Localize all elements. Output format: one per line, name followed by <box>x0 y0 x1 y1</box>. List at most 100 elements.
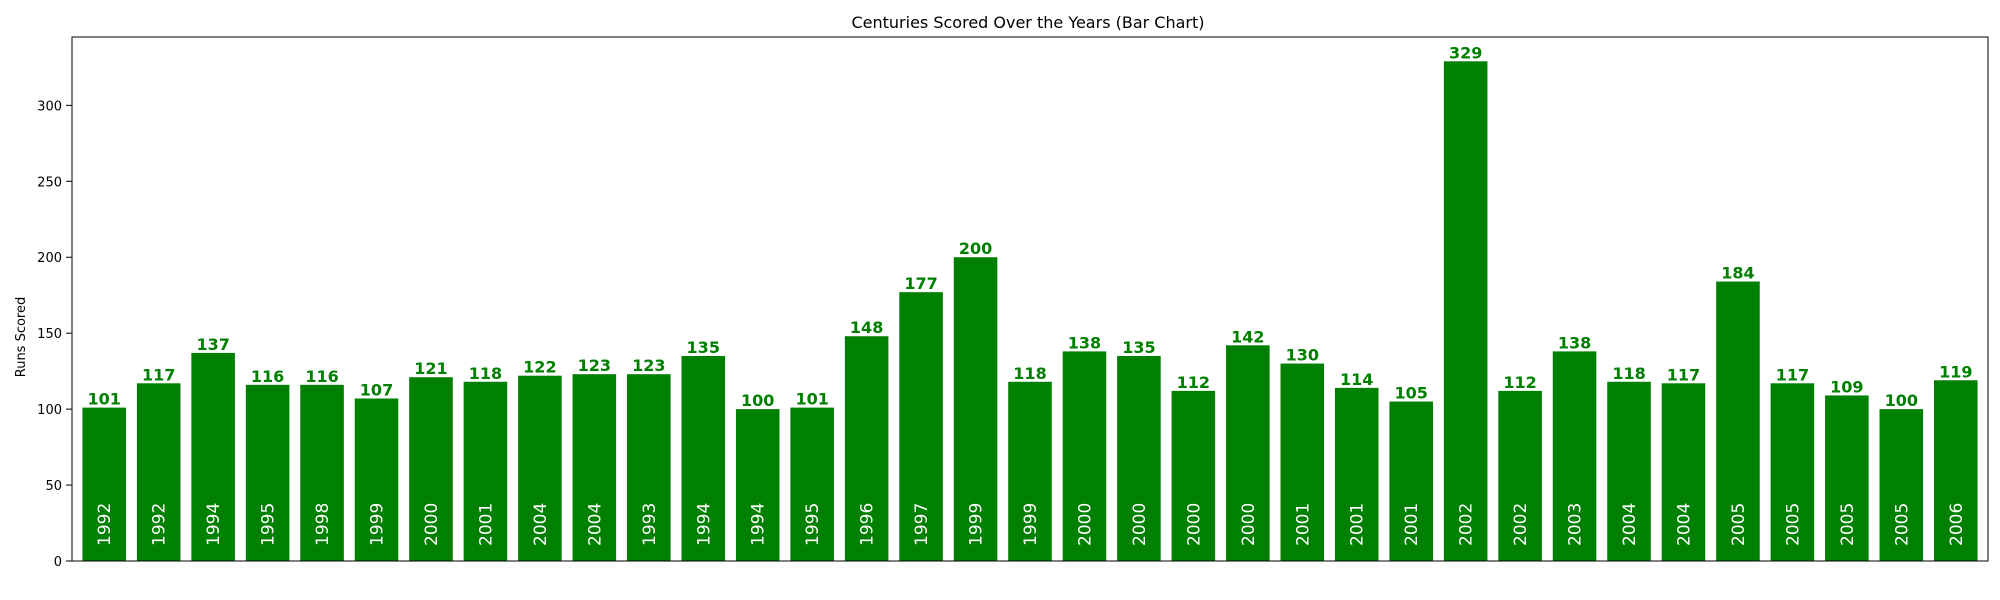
bar-value-label: 148 <box>850 318 883 337</box>
bar-value-label: 101 <box>88 390 121 409</box>
bar-category-label: 1995 <box>259 503 279 546</box>
bar-value-label: 142 <box>1231 327 1264 346</box>
bar-value-label: 200 <box>959 239 992 258</box>
bar-category-label: 2000 <box>1239 503 1259 546</box>
bar-category-label: 1996 <box>858 503 878 546</box>
bar <box>1389 401 1433 561</box>
bar-category-label: 1993 <box>640 503 660 546</box>
bar-value-label: 329 <box>1449 43 1482 62</box>
value-labels-group: 101 117 137 116 116 107 121 118 122 123 123 135 100 1… <box>88 43 1973 410</box>
bar-value-label: 118 <box>469 364 502 383</box>
bar <box>136 383 181 561</box>
bar-category-label: 2000 <box>1075 503 1095 546</box>
bar-value-label: 137 <box>196 335 229 354</box>
bar-value-label: 130 <box>1286 346 1319 365</box>
bar-category-label: 1994 <box>694 503 714 546</box>
bar-value-label: 100 <box>1885 391 1918 410</box>
bar-category-label: 2004 <box>1620 503 1640 546</box>
bar <box>681 355 726 561</box>
y-tick-label: 150 <box>37 327 62 342</box>
bar-value-label: 118 <box>1013 364 1046 383</box>
bar-value-label: 100 <box>741 391 774 410</box>
bar-value-label: 105 <box>1394 384 1427 403</box>
plot-frame <box>71 36 1989 562</box>
bar <box>844 336 889 561</box>
bar-value-label: 135 <box>1122 338 1155 357</box>
bar-category-label: 2000 <box>422 503 442 546</box>
bar-value-label: 123 <box>578 356 611 375</box>
bar <box>1661 383 1706 561</box>
bar-category-label: 2000 <box>1184 503 1204 546</box>
bar-category-label: 2003 <box>1566 503 1586 546</box>
bar <box>1008 381 1052 561</box>
bar <box>1171 390 1216 561</box>
bar-category-label: 1995 <box>803 503 823 546</box>
bar-category-label: 2001 <box>476 503 496 546</box>
bar-category-label: 2004 <box>1674 503 1694 546</box>
bar-category-label: 1999 <box>1021 503 1041 546</box>
bar-category-label: 2004 <box>531 503 551 546</box>
bar <box>245 384 290 561</box>
category-labels-group: 1992 1992 1994 1995 1998 1999 2000 2001 2004 2004… <box>95 503 1967 546</box>
bar-value-label: 135 <box>687 338 720 357</box>
bar-category-label: 1992 <box>150 503 170 546</box>
bar-category-label: 1998 <box>313 503 333 546</box>
bar <box>1062 351 1107 561</box>
bar-category-label: 2000 <box>1130 503 1150 546</box>
bar-value-label: 101 <box>795 390 828 409</box>
bar <box>518 375 562 561</box>
bar-category-label: 2006 <box>1947 503 1967 546</box>
bar <box>735 409 780 561</box>
bar-value-label: 118 <box>1612 364 1645 383</box>
bar-value-label: 112 <box>1177 373 1210 392</box>
bar <box>1770 383 1815 561</box>
bar <box>191 352 235 561</box>
bar-value-label: 122 <box>523 358 556 377</box>
bar <box>1443 61 1488 561</box>
bar <box>354 398 399 561</box>
bar-category-label: 2001 <box>1402 503 1422 546</box>
bar-category-label: 2005 <box>1892 503 1912 546</box>
bar-value-label: 138 <box>1558 333 1591 352</box>
y-tick-label: 100 <box>37 403 62 418</box>
bar <box>409 377 453 561</box>
bar <box>790 407 834 561</box>
chart-title: Centuries Scored Over the Years (Bar Cha… <box>851 13 1204 32</box>
bars-group <box>82 61 1978 561</box>
y-tick-label: 300 <box>37 99 62 114</box>
bar <box>463 381 508 561</box>
bar <box>1117 355 1161 561</box>
bar-category-label: 1994 <box>749 503 769 546</box>
y-axis: 0 50 100 150 200 250 300 <box>37 99 72 570</box>
bar-value-label: 177 <box>904 274 937 293</box>
bar-category-label: 2004 <box>585 503 605 546</box>
bar-value-label: 117 <box>1776 365 1809 384</box>
bar <box>953 257 998 561</box>
bar-category-label: 2005 <box>1783 503 1803 546</box>
y-tick-label: 50 <box>45 479 62 494</box>
bar-value-label: 138 <box>1068 333 1101 352</box>
bar <box>1825 395 1869 561</box>
y-axis-label: Runs Scored <box>14 297 29 378</box>
bar-category-label: 2002 <box>1457 503 1477 546</box>
bar <box>1226 345 1270 561</box>
bar <box>1607 381 1651 561</box>
y-tick-label: 0 <box>54 555 62 570</box>
bar-value-label: 107 <box>360 380 393 399</box>
bar-category-label: 2001 <box>1348 503 1368 546</box>
bar-category-label: 2002 <box>1511 503 1531 546</box>
bar <box>1334 387 1379 561</box>
bar <box>572 374 617 561</box>
bar <box>300 384 344 561</box>
bar-value-label: 112 <box>1503 373 1536 392</box>
bar <box>1933 380 1978 561</box>
bar-value-label: 123 <box>632 356 665 375</box>
bar-value-label: 114 <box>1340 370 1373 389</box>
bar <box>1552 351 1597 561</box>
bar <box>1280 363 1325 561</box>
bar-category-label: 2001 <box>1293 503 1313 546</box>
bar <box>1716 281 1760 561</box>
bar-value-label: 121 <box>414 359 447 378</box>
bar <box>899 292 943 561</box>
